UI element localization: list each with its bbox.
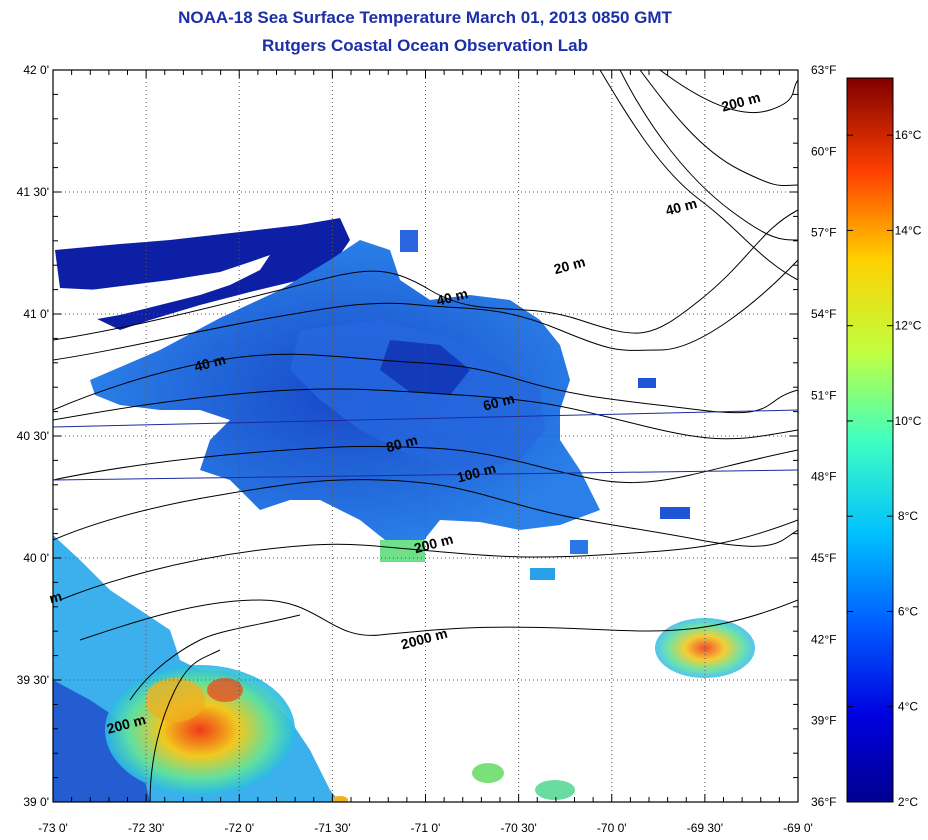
fahrenheit-tick-label: 54°F (811, 307, 836, 321)
celsius-tick-label: 14°C (895, 223, 922, 237)
lat-tick-label: 40 30' (17, 429, 49, 443)
lon-tick-label: -71 0' (411, 821, 441, 835)
colorbar-ramp (846, 77, 894, 803)
celsius-tick-label: 16°C (895, 128, 922, 142)
contour-label: 20 m (552, 253, 587, 277)
lon-tick-label: -72 30' (128, 821, 164, 835)
celsius-tick-label: 10°C (895, 414, 922, 428)
lon-tick-label: -69 30' (687, 821, 723, 835)
map-title: NOAA-18 Sea Surface Temperature March 01… (178, 8, 672, 27)
fahrenheit-tick-label: 39°F (811, 714, 836, 728)
lat-tick-label: 41 0' (23, 307, 49, 321)
sst-field (53, 70, 798, 802)
fahrenheit-tick-label: 45°F (811, 551, 836, 565)
lat-tick-label: 39 30' (17, 673, 49, 687)
contour-label: 60 m (481, 390, 516, 414)
lon-tick-label: -70 30' (500, 821, 536, 835)
fahrenheit-tick-label: 63°F (811, 63, 836, 77)
lon-tick-label: -71 30' (314, 821, 350, 835)
celsius-tick-label: 4°C (898, 700, 918, 714)
lat-tick-label: 41 30' (17, 185, 49, 199)
celsius-tick-label: 8°C (898, 509, 918, 523)
sst-slope-deep (53, 680, 150, 802)
fahrenheit-tick-label: 48°F (811, 470, 836, 484)
map-subtitle: Rutgers Coastal Ocean Observation Lab (262, 36, 588, 55)
contour-label: 40 m (664, 195, 699, 219)
lat-tick-label: 42 0' (23, 63, 49, 77)
sst-east-eddy (655, 618, 755, 678)
fahrenheit-tick-label: 57°F (811, 226, 836, 240)
lon-tick-label: -72 0' (224, 821, 254, 835)
contour-label: 80 m (384, 432, 419, 456)
contour-label: 40 m (435, 285, 470, 309)
fahrenheit-tick-label: 60°F (811, 144, 836, 158)
colorbar: 2°C 4°C 6°C 8°C 10°C 12°C 14°C 16°C (846, 77, 922, 809)
lon-tick-label: -73 0' (38, 821, 68, 835)
fahrenheit-tick-label: 42°F (811, 632, 836, 646)
celsius-tick-label: 12°C (895, 319, 922, 333)
lat-tick-label: 40 0' (23, 551, 49, 565)
celsius-tick-label: 6°C (898, 604, 918, 618)
lon-tick-label: -70 0' (597, 821, 627, 835)
graticule (53, 70, 798, 802)
sst-cold-spot (380, 340, 470, 395)
lat-tick-label: 39 0' (23, 795, 49, 809)
contour-label: 2000 m (399, 625, 449, 653)
fahrenheit-tick-label: 36°F (811, 795, 836, 809)
contour-label: m (47, 588, 63, 607)
axis-ticks: 39 0' 39 30' 40 0' 40 30' 41 0' 41 30' 42 0' -7… (17, 63, 837, 835)
contour-label: 40 m (193, 351, 228, 375)
lon-tick-label: -69 0' (783, 821, 813, 835)
land-long-island (53, 255, 270, 325)
fahrenheit-tick-label: 51°F (811, 388, 836, 402)
celsius-tick-label: 2°C (898, 795, 918, 809)
bathymetry-contours (53, 70, 798, 802)
land-mass-north (53, 70, 798, 340)
